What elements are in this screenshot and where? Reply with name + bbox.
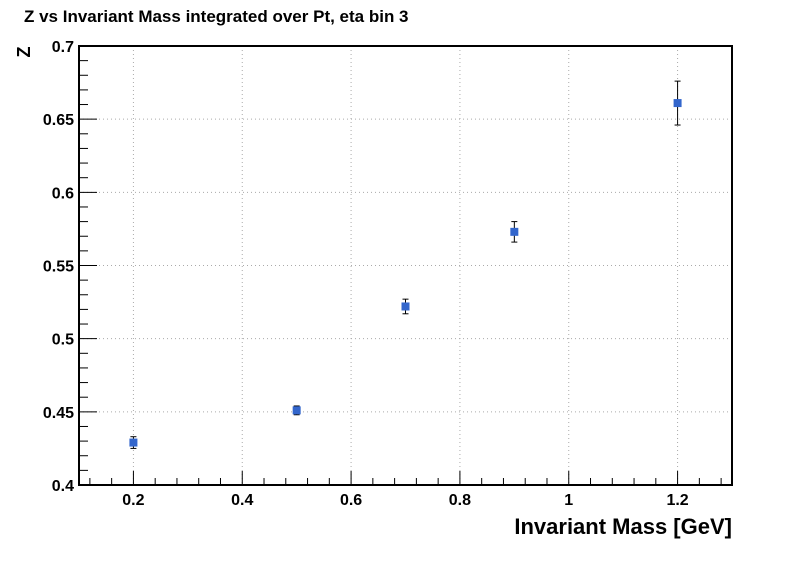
y-tick-label: 0.5 — [52, 332, 74, 349]
data-point — [510, 221, 519, 243]
axes: 0.2 0.4 0.6 0.8 1 1.2 0.4 0.45 0.5 0.55 0.6 0.65 0.7 — [43, 39, 733, 509]
y-tick-label: 0.6 — [52, 185, 74, 202]
y-tick-label: 0.4 — [52, 478, 74, 495]
data-marker — [292, 406, 301, 415]
x-tick-label: 0.8 — [449, 492, 471, 509]
y-tick-label: 0.45 — [43, 405, 74, 422]
data-marker — [510, 227, 519, 236]
data-point — [292, 405, 301, 416]
data-point — [129, 436, 138, 449]
data-series — [129, 80, 682, 449]
data-point — [673, 80, 682, 126]
y-tick-label: 0.65 — [43, 112, 74, 129]
chart-title: Z vs Invariant Mass integrated over Pt, … — [24, 7, 409, 26]
plot-frame — [78, 45, 733, 486]
x-tick-label: 0.4 — [231, 492, 253, 509]
data-point — [401, 298, 410, 315]
x-tick-label: 1.2 — [666, 492, 688, 509]
y-axis-label: Z — [14, 47, 34, 58]
data-marker — [401, 302, 410, 311]
y-tick-label: 0.55 — [43, 259, 74, 276]
y-tick-label: 0.7 — [52, 39, 74, 56]
x-tick-label: 1 — [564, 492, 573, 509]
grid — [79, 45, 732, 486]
x-axis-label: Invariant Mass [GeV] — [514, 514, 732, 539]
x-tick-label: 0.2 — [122, 492, 144, 509]
x-tick-label: 0.6 — [340, 492, 362, 509]
data-marker — [129, 438, 138, 447]
data-marker — [673, 99, 682, 108]
